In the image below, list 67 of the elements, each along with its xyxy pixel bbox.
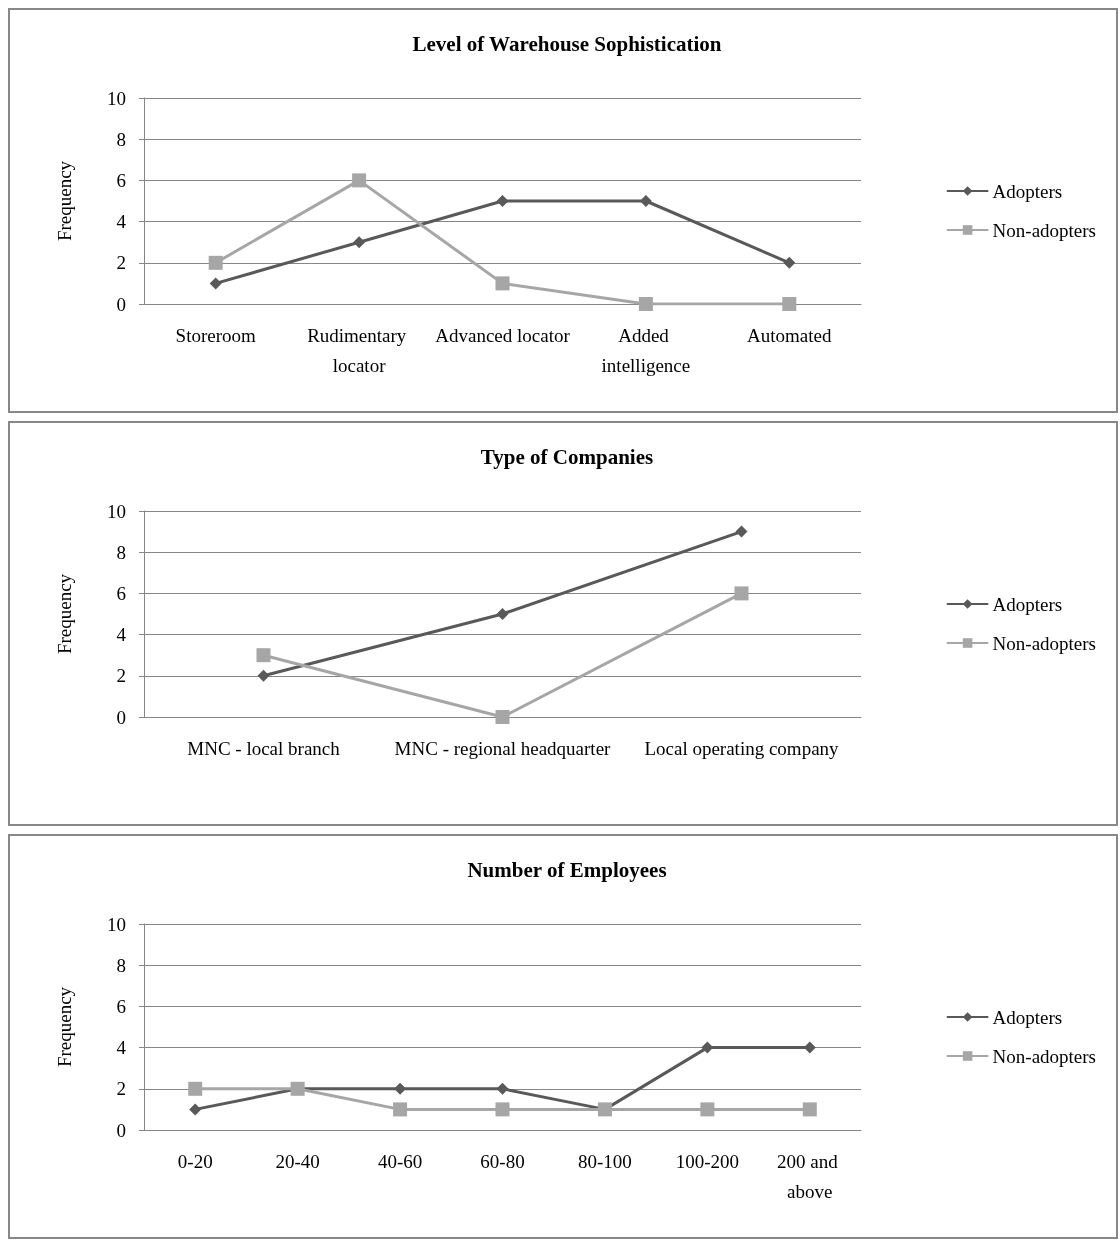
point bbox=[209, 277, 222, 290]
y-tick-label: 10 bbox=[107, 87, 126, 109]
legend-label: Adopters bbox=[992, 1006, 1063, 1028]
point bbox=[782, 297, 797, 311]
x-tick-label: 20-40 bbox=[275, 1150, 320, 1172]
y-tick-label: 2 bbox=[116, 1078, 126, 1100]
legend-label: Adopters bbox=[992, 180, 1063, 202]
point bbox=[496, 608, 509, 620]
y-axis-title: Frequency bbox=[54, 986, 75, 1068]
point bbox=[188, 1081, 203, 1096]
y-tick-label: 8 bbox=[116, 128, 126, 150]
point bbox=[208, 255, 223, 270]
y-tick-label: 2 bbox=[116, 252, 126, 274]
y-axis-title: Frequency bbox=[54, 160, 75, 242]
x-tick-label: 80-100 bbox=[578, 1150, 632, 1172]
x-tick-label: Advanced locator bbox=[435, 324, 571, 346]
x-tick-label: 0-20 bbox=[177, 1150, 213, 1172]
point bbox=[783, 256, 796, 269]
chart-title: Number of Employees bbox=[467, 857, 667, 882]
y-tick-label: 6 bbox=[116, 582, 126, 604]
y-tick-label: 0 bbox=[116, 706, 126, 728]
y-tick-label: 8 bbox=[116, 954, 126, 976]
x-tick-label: Rudimentary locator bbox=[307, 324, 412, 376]
point bbox=[496, 195, 509, 207]
point bbox=[352, 173, 367, 188]
point bbox=[734, 586, 749, 601]
x-tick-label: 40-60 bbox=[377, 1150, 423, 1172]
chart-title: Type of Companies bbox=[480, 444, 654, 469]
legend-label: Adopters bbox=[992, 593, 1063, 615]
y-tick-label: 10 bbox=[107, 913, 126, 935]
point bbox=[735, 525, 748, 538]
y-tick-label: 0 bbox=[116, 1119, 126, 1141]
y-tick-label: 6 bbox=[116, 995, 126, 1017]
x-tick-label: Added intelligence bbox=[601, 324, 691, 376]
point bbox=[256, 648, 271, 663]
x-tick-label: 100-200 bbox=[675, 1150, 740, 1172]
point bbox=[393, 1102, 408, 1117]
y-tick-label: 6 bbox=[116, 169, 126, 191]
x-tick-label: Storeroom bbox=[175, 324, 257, 346]
y-tick-label: 4 bbox=[116, 211, 127, 233]
point bbox=[495, 1102, 510, 1117]
point bbox=[638, 297, 653, 311]
point bbox=[700, 1102, 715, 1117]
x-tick-label: Automated bbox=[747, 324, 833, 346]
x-tick-label: 200 and above bbox=[777, 1150, 843, 1202]
y-tick-label: 2 bbox=[116, 665, 126, 687]
y-tick-label: 4 bbox=[116, 624, 127, 646]
x-tick-label: MNC - local branch bbox=[187, 737, 341, 759]
y-tick-label: 0 bbox=[116, 293, 126, 315]
legend-label: Non-adopters bbox=[992, 219, 1097, 241]
x-tick-label: MNC - regional headquarter bbox=[394, 737, 612, 759]
point bbox=[353, 236, 366, 249]
y-tick-label: 4 bbox=[116, 1037, 127, 1059]
point bbox=[257, 669, 270, 682]
point bbox=[802, 1102, 817, 1117]
point bbox=[495, 276, 510, 291]
legend-label: Non-adopters bbox=[992, 632, 1097, 654]
y-tick-label: 10 bbox=[107, 500, 126, 522]
chart-title: Level of Warehouse Sophistication bbox=[412, 31, 722, 56]
legend-label: Non-adopters bbox=[992, 1045, 1097, 1067]
x-tick-label: 60-80 bbox=[480, 1150, 525, 1172]
point bbox=[189, 1103, 202, 1116]
point bbox=[496, 1082, 509, 1095]
point bbox=[495, 710, 510, 724]
y-axis-title: Frequency bbox=[54, 573, 75, 655]
y-tick-label: 8 bbox=[116, 541, 126, 563]
x-tick-label: Local operating company bbox=[644, 737, 840, 759]
